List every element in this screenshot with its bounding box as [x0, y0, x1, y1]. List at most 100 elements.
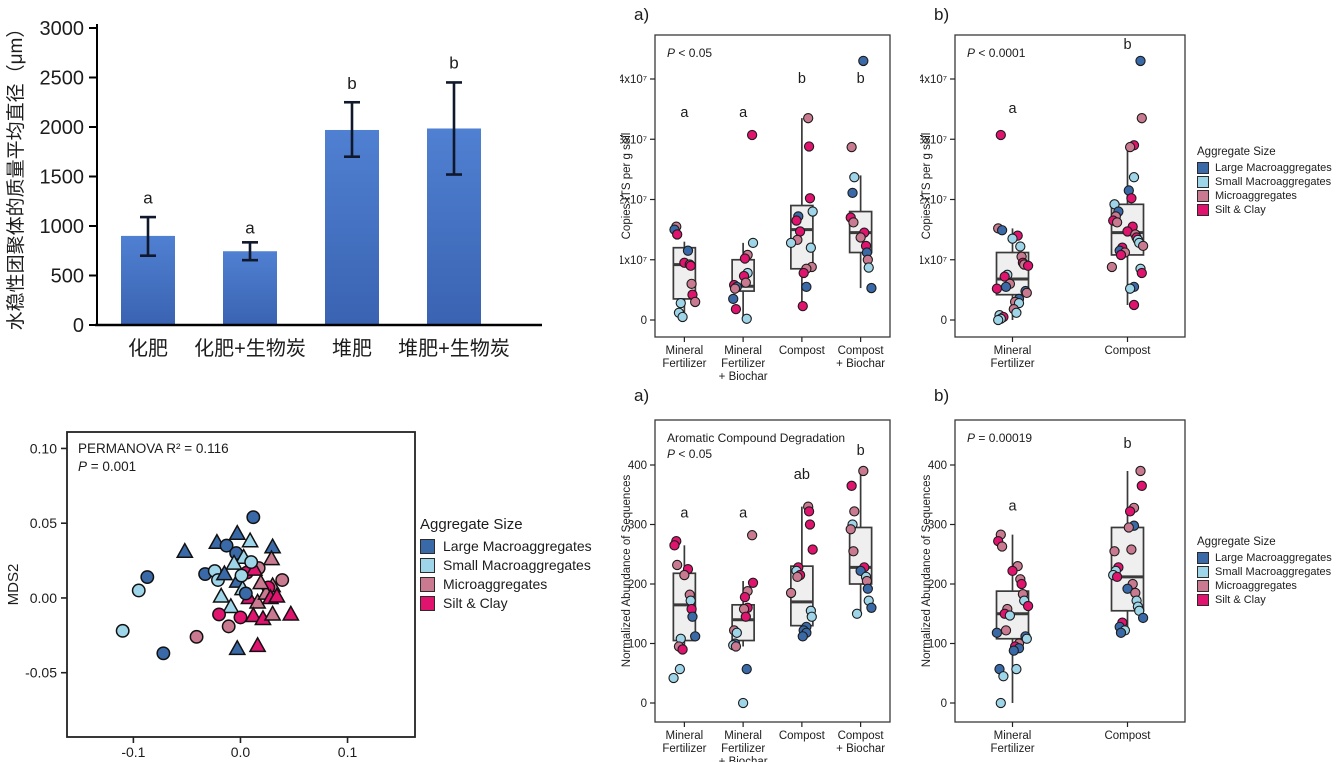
jitter-point: [1022, 600, 1034, 612]
jitter-point: [991, 627, 1003, 638]
jitter-point: [739, 253, 751, 264]
jitter-points: [668, 536, 701, 684]
svg-text:0: 0: [941, 315, 947, 327]
legend-label: Silt & Clay: [443, 595, 508, 611]
scatter-point: [246, 510, 261, 525]
legend-swatch-silt-clay: [420, 595, 435, 611]
jitter-point: [686, 278, 697, 289]
jitter-point: [1128, 299, 1140, 311]
jitter-point: [1007, 233, 1018, 244]
svg-text:3x10⁷: 3x10⁷: [920, 134, 947, 146]
scatter-point: [262, 549, 281, 566]
boxplot-its-by-treatment: a) 0 1x10⁷ 2x10⁷ 3x10⁷ 4x10⁷ Copies ITS per g …: [618, 0, 920, 385]
jitter-point: [747, 237, 759, 249]
legend-swatch-small-macroaggregates: [1197, 176, 1209, 188]
svg-text:a): a): [634, 386, 649, 405]
svg-text:0: 0: [73, 315, 84, 337]
jitter-point: [807, 206, 818, 217]
jitter-point: [1128, 172, 1140, 183]
jitter-point: [1111, 571, 1123, 583]
jitter-point: [1021, 287, 1032, 299]
jitter-point: [791, 215, 802, 226]
jitter-point: [858, 55, 869, 67]
mds-scatter-svg: -0.1 0.0 0.1 -0.05 0.00 0.05 0.10 PERMANOVA R² …: [5, 431, 416, 760]
legend-item-large-macroaggregates: Large Macroaggregates: [1197, 162, 1336, 174]
jitter-point: [792, 571, 803, 583]
jitter-point: [803, 506, 815, 517]
jitter-point: [1008, 645, 1019, 656]
scatter-point: [281, 604, 300, 621]
svg-text:Mineral: Mineral: [724, 345, 762, 357]
jitter-point: [739, 591, 751, 603]
jitter-point: [804, 193, 816, 204]
jitter-point: [672, 559, 683, 571]
svg-text:3000: 3000: [40, 18, 85, 40]
scatter-point: [175, 542, 194, 558]
svg-text:Copies ITS per g soil: Copies ITS per g soil: [621, 133, 633, 240]
bar-2: [325, 129, 379, 325]
jitter-point: [848, 217, 859, 228]
svg-text:b: b: [798, 71, 806, 87]
legend-label: Small Macroaggregates: [1215, 566, 1332, 578]
jitter-point: [1135, 465, 1146, 477]
scatter-point: [244, 555, 259, 570]
jitter-point: [687, 611, 698, 622]
svg-text:4x10⁷: 4x10⁷: [620, 74, 647, 86]
jitter-point: [1135, 55, 1146, 67]
jitter-point: [1136, 113, 1147, 124]
svg-text:2x10⁷: 2x10⁷: [620, 195, 647, 207]
jitter-point: [1122, 583, 1133, 594]
jitter-points: [728, 129, 759, 324]
svg-text:0.1: 0.1: [338, 744, 358, 760]
jitter-point: [690, 296, 701, 308]
jitter-point: [855, 232, 866, 243]
svg-text:+ Biochar: + Biochar: [836, 358, 885, 370]
legend-swatch-small-macroaggregates: [1197, 566, 1209, 578]
jitter-point: [806, 611, 817, 622]
svg-text:300: 300: [628, 520, 647, 532]
svg-text:3x10⁷: 3x10⁷: [620, 134, 647, 146]
scatter-point: [248, 636, 267, 653]
jitter-point: [847, 187, 858, 199]
svg-text:Compost: Compost: [1104, 730, 1151, 742]
boxplot-aromatic-by-amendment: b) 0 100 200 300 400 Normalized Abundance of S…: [920, 381, 1200, 762]
svg-text:300: 300: [928, 520, 947, 532]
scatter-point: [212, 586, 231, 603]
legend-item-small-macroaggregates: Small Macroaggregates: [1197, 566, 1336, 578]
jitter-point: [1126, 544, 1137, 555]
svg-text:b: b: [347, 74, 356, 93]
legend-label: Microaggregates: [1215, 580, 1297, 592]
scatter-point: [248, 592, 267, 609]
jitter-point: [1022, 260, 1034, 271]
svg-text:+ Biochar: + Biochar: [719, 371, 768, 383]
svg-text:P = 0.001: P = 0.001: [78, 459, 136, 474]
svg-text:100: 100: [628, 639, 647, 651]
jitter-point: [1011, 663, 1022, 675]
jitter-points: [785, 113, 818, 312]
scatter-point: [140, 570, 155, 584]
svg-text:堆肥: 堆肥: [332, 337, 372, 360]
legend-swatch-large-macroaggregates: [1197, 552, 1209, 564]
svg-text:1500: 1500: [40, 167, 85, 189]
svg-text:+ Biochar: + Biochar: [836, 743, 885, 755]
legend-swatch-microaggregates: [1197, 580, 1209, 592]
jitter-point: [672, 229, 683, 240]
svg-text:水稳性团聚体的质量平均直径（μm）: 水稳性团聚体的质量平均直径（μm）: [5, 19, 27, 331]
svg-text:化肥: 化肥: [128, 337, 168, 360]
jitter-point: [675, 297, 686, 309]
svg-text:Aromatic Compound Degradation: Aromatic Compound Degradation: [667, 431, 845, 445]
svg-text:b: b: [1123, 436, 1131, 452]
svg-text:400: 400: [928, 460, 947, 472]
jitter-point: [848, 546, 859, 557]
svg-text:Fertilizer: Fertilizer: [990, 358, 1034, 370]
svg-text:0.10: 0.10: [30, 440, 57, 456]
svg-text:P = 0.00019: P = 0.00019: [967, 431, 1032, 445]
svg-text:100: 100: [928, 639, 947, 651]
jitter-point: [1106, 261, 1118, 273]
scatter-point: [228, 639, 247, 656]
legend-swatch-silt-clay: [1197, 204, 1209, 216]
jitter-point: [741, 313, 752, 324]
jitter-point: [677, 644, 688, 655]
svg-text:Normalized Abundance of Sequen: Normalized Abundance of Sequences: [621, 475, 633, 668]
